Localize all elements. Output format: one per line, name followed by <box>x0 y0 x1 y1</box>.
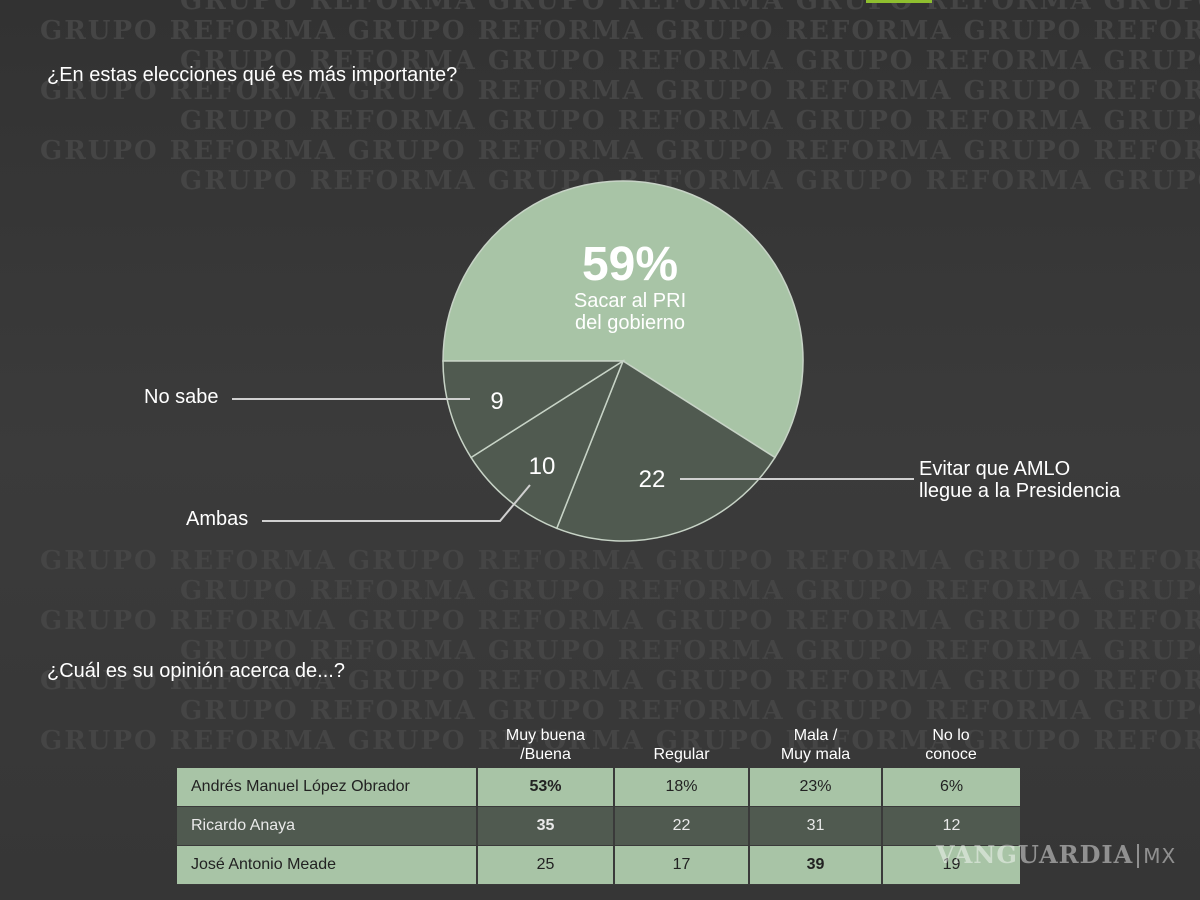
header-col-4: No lo conoce <box>925 727 977 763</box>
header-col-2: Regular <box>653 746 710 763</box>
pie-label-22: 22 <box>639 466 666 493</box>
row-value: 6% <box>882 768 1020 807</box>
opinion-table: Muy buena/Buena Regular Mala / Muy mala N… <box>177 726 1020 885</box>
row-value: 39 <box>749 845 883 885</box>
table-row: Andrés Manuel López Obrador 53% 18% 23% 6% <box>177 768 1020 807</box>
table-row: José Antonio Meade 25 17 39 19 <box>177 845 1020 885</box>
header-col-1: Muy buena/Buena <box>505 727 586 763</box>
row-name: Ricardo Anaya <box>177 806 478 846</box>
callout-no-sabe: No sabe <box>144 386 219 408</box>
row-value: 53% <box>477 768 615 807</box>
row-name: Andrés Manuel López Obrador <box>177 768 478 807</box>
pie-label-sacar-2: del gobierno <box>575 312 685 334</box>
row-value: 22 <box>614 806 750 846</box>
header-name <box>177 726 477 768</box>
row-value: 35 <box>477 806 615 846</box>
callout-evitar-line-2: llegue a la Presidencia <box>919 480 1121 502</box>
pie-label-9: 9 <box>490 388 503 415</box>
question-2-title: ¿Cuál es su opinión acerca de...? <box>47 660 345 682</box>
pie-label-10: 10 <box>529 453 556 480</box>
table-header-row: Muy buena/Buena Regular Mala / Muy mala N… <box>177 726 1020 768</box>
header-col-3: Mala / Muy mala <box>780 727 851 763</box>
callout-evitar-line-1: Evitar que AMLO <box>919 458 1071 480</box>
green-accent-tab <box>866 0 932 3</box>
leader-line <box>262 484 531 522</box>
row-value: 12 <box>882 806 1020 846</box>
question-1-title: ¿En estas elecciones qué es más importan… <box>47 64 458 86</box>
row-value: 23% <box>749 768 883 807</box>
row-value: 17 <box>614 845 750 885</box>
vanguardia-logo: VANGUARDIA MX <box>936 840 1177 869</box>
row-value: 19 <box>882 845 1020 885</box>
callout-ambas: Ambas <box>186 508 249 530</box>
row-value: 31 <box>749 806 883 846</box>
row-name: José Antonio Meade <box>177 845 478 885</box>
pie-slice <box>469 359 625 530</box>
pie-slice <box>442 180 804 459</box>
row-value: 25 <box>477 845 615 885</box>
pie-slice <box>442 360 626 459</box>
table-row: Ricardo Anaya 35 22 31 12 <box>177 806 1020 846</box>
pie-label-sacar-1: Sacar al PRI <box>574 290 686 312</box>
pie-label-59: 59% <box>582 238 678 291</box>
row-value: 18% <box>614 768 750 807</box>
callout-evitar: Evitar que AMLO llegue a la Presidencia <box>919 458 1120 502</box>
